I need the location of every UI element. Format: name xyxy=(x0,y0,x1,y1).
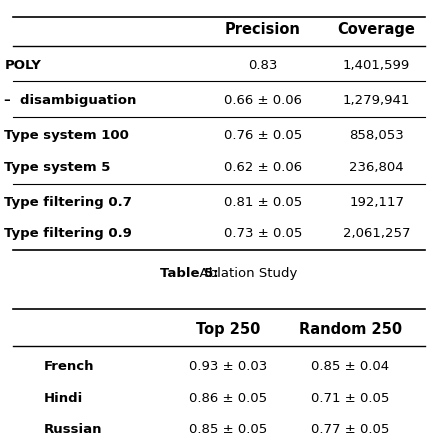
Text: Type system 5: Type system 5 xyxy=(4,161,111,173)
Text: Type filtering 0.7: Type filtering 0.7 xyxy=(4,196,132,209)
Text: 0.86 ± 0.05: 0.86 ± 0.05 xyxy=(189,392,267,405)
Text: 0.76 ± 0.05: 0.76 ± 0.05 xyxy=(224,129,302,142)
Text: 0.73 ± 0.05: 0.73 ± 0.05 xyxy=(224,227,302,240)
Text: Table 5:: Table 5: xyxy=(160,267,219,279)
Text: Type filtering 0.9: Type filtering 0.9 xyxy=(4,227,132,240)
Text: 0.62 ± 0.06: 0.62 ± 0.06 xyxy=(224,161,302,173)
Text: 0.66 ± 0.06: 0.66 ± 0.06 xyxy=(224,94,302,107)
Text: 236,804: 236,804 xyxy=(350,161,404,173)
Text: Hindi: Hindi xyxy=(44,392,83,405)
Text: 0.85 ± 0.04: 0.85 ± 0.04 xyxy=(311,360,389,373)
Text: French: French xyxy=(44,360,94,373)
Text: 192,117: 192,117 xyxy=(349,196,404,209)
Text: 0.83: 0.83 xyxy=(248,59,278,71)
Text: Top 250: Top 250 xyxy=(196,322,260,337)
Text: –  disambiguation: – disambiguation xyxy=(4,94,137,107)
Text: Russian: Russian xyxy=(44,423,102,436)
Text: 858,053: 858,053 xyxy=(350,129,404,142)
Text: 0.85 ± 0.05: 0.85 ± 0.05 xyxy=(189,423,267,436)
Text: 0.77 ± 0.05: 0.77 ± 0.05 xyxy=(311,423,389,436)
Text: POLY: POLY xyxy=(4,59,41,71)
Text: 0.81 ± 0.05: 0.81 ± 0.05 xyxy=(224,196,302,209)
Text: Ablation Study: Ablation Study xyxy=(191,267,298,279)
Text: 0.93 ± 0.03: 0.93 ± 0.03 xyxy=(189,360,267,373)
Text: 1,401,599: 1,401,599 xyxy=(343,59,410,71)
Text: 1,279,941: 1,279,941 xyxy=(343,94,410,107)
Text: Precision: Precision xyxy=(225,22,301,37)
Text: 2,061,257: 2,061,257 xyxy=(343,227,410,240)
Text: Random 250: Random 250 xyxy=(299,322,402,337)
Text: Type system 100: Type system 100 xyxy=(4,129,129,142)
Text: Coverage: Coverage xyxy=(338,22,416,37)
Text: 0.71 ± 0.05: 0.71 ± 0.05 xyxy=(311,392,389,405)
